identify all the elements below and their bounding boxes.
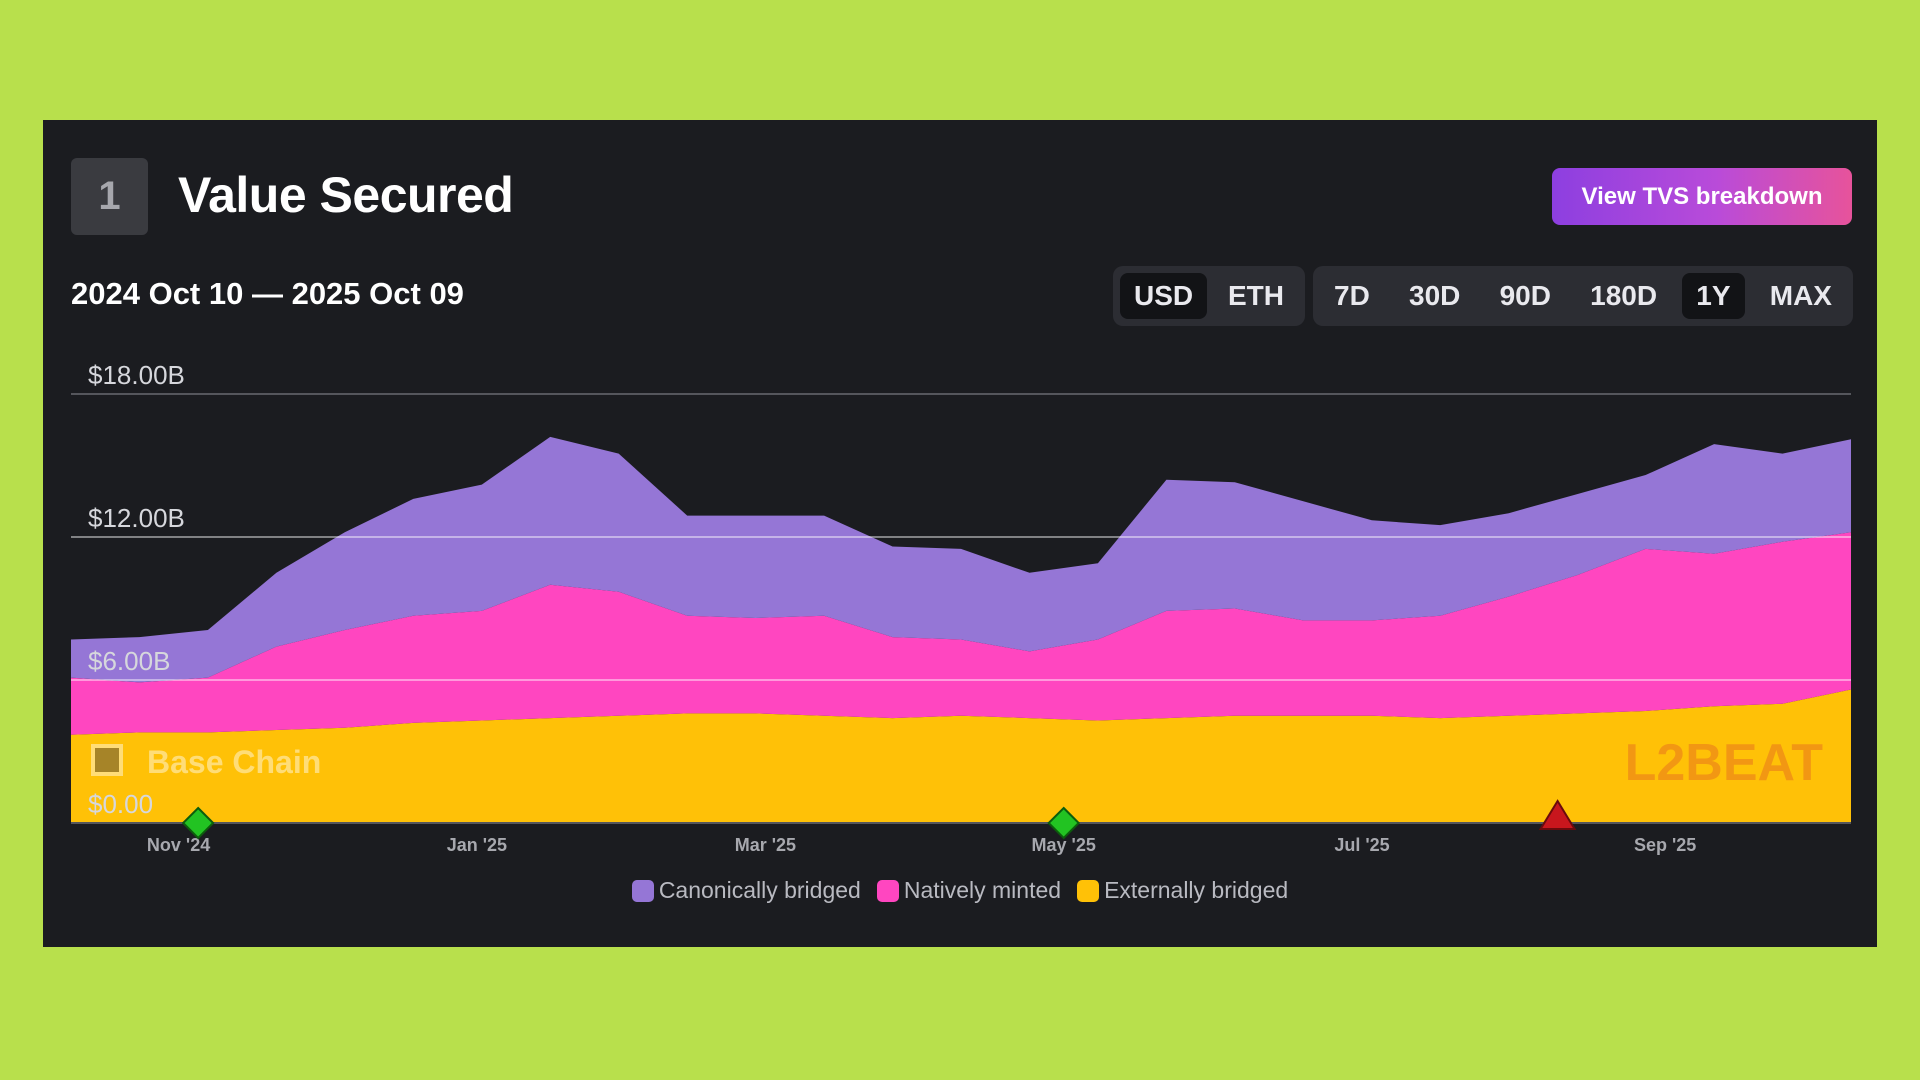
x-tick-label: Sep '25 bbox=[1634, 835, 1696, 855]
legend-swatch bbox=[876, 879, 899, 902]
x-tick-label: May '25 bbox=[1032, 835, 1096, 855]
y-tick-label: $12.00B bbox=[88, 503, 185, 533]
x-tick-label: Mar '25 bbox=[735, 835, 796, 855]
unit-eth-button[interactable]: ETH bbox=[1228, 280, 1284, 311]
legend-item[interactable]: Canonically bridged bbox=[631, 877, 861, 904]
time-range-toggle: 7D 30D 90D 180D 1Y MAX bbox=[1313, 266, 1853, 326]
range-90d-button[interactable]: 90D bbox=[1499, 280, 1551, 311]
range-1y-button[interactable]: 1Y bbox=[1682, 273, 1745, 319]
section-number-badge: 1 bbox=[71, 158, 148, 235]
legend-swatch bbox=[1077, 879, 1100, 902]
y-tick-label: $6.00B bbox=[88, 646, 170, 676]
l2beat-logo: L2BEAT bbox=[1625, 734, 1824, 792]
x-tick-label: Nov '24 bbox=[147, 835, 210, 855]
unit-toggle: USD ETH bbox=[1113, 266, 1305, 326]
incident-marker bbox=[1538, 799, 1577, 830]
legend-label: Externally bridged bbox=[1104, 877, 1289, 903]
legend-swatch bbox=[631, 879, 654, 902]
date-range-label: 2024 Oct 10 — 2025 Oct 09 bbox=[71, 276, 464, 311]
legend-label: Natively minted bbox=[903, 877, 1062, 903]
y-tick-label: $18.00B bbox=[88, 360, 185, 390]
chain-watermark-label: Base Chain bbox=[147, 744, 321, 780]
legend-item[interactable]: Natively minted bbox=[876, 877, 1062, 904]
chart-legend: Canonically bridged Natively minted Extern… bbox=[43, 877, 1877, 904]
area-canonically-bridged bbox=[71, 436, 1851, 683]
range-30d-button[interactable]: 30D bbox=[1409, 280, 1461, 311]
range-max-button[interactable]: MAX bbox=[1769, 280, 1832, 311]
area-externally-bridged bbox=[71, 689, 1851, 823]
section-title: Value Secured bbox=[178, 167, 514, 223]
legend-label: Canonically bridged bbox=[658, 877, 861, 903]
x-tick-label: Jul '25 bbox=[1334, 835, 1389, 855]
unit-usd-button[interactable]: USD bbox=[1120, 273, 1208, 319]
y-tick-label: $0.00 bbox=[88, 789, 153, 819]
range-7d-button[interactable]: 7D bbox=[1334, 280, 1370, 311]
x-tick-label: Jan '25 bbox=[447, 835, 507, 855]
milestone-marker bbox=[1047, 806, 1081, 840]
value-secured-card: 1 Value Secured View TVS breakdown 2024 … bbox=[43, 120, 1877, 947]
legend-item[interactable]: Externally bridged bbox=[1077, 877, 1288, 904]
view-tvs-breakdown-button[interactable]: View TVS breakdown bbox=[1552, 168, 1852, 225]
milestone-marker bbox=[181, 806, 215, 840]
tvs-stacked-area-chart: Base Chain L2BEAT $0.00 $6.00B $12.00B $18.00… bbox=[71, 360, 1851, 855]
chain-watermark: Base Chain bbox=[91, 744, 321, 780]
chain-icon bbox=[91, 744, 123, 776]
range-180d-button[interactable]: 180D bbox=[1590, 280, 1658, 311]
area-natively-minted bbox=[71, 532, 1851, 735]
